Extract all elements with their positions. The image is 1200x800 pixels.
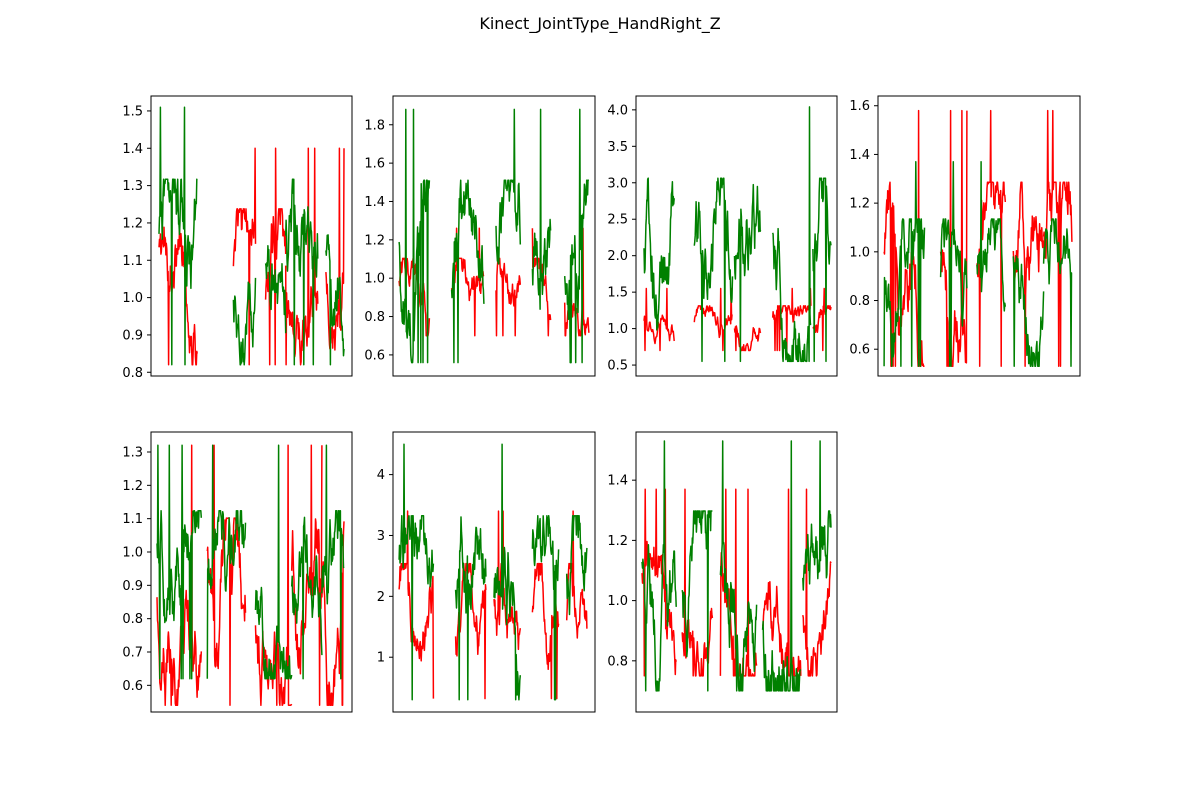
axes-frame bbox=[635, 431, 838, 713]
y-tick-label: 1.4 bbox=[122, 142, 143, 157]
series-red-line bbox=[156, 444, 345, 707]
y-tick-label: 1.2 bbox=[122, 216, 143, 231]
y-tick-label: 0.9 bbox=[122, 328, 143, 343]
y-tick-label: 1.8 bbox=[364, 118, 385, 133]
series-red-line bbox=[158, 147, 345, 366]
series-green-line bbox=[398, 108, 590, 364]
y-tick-label: 0.7 bbox=[122, 646, 143, 661]
y-tick-label: 1.4 bbox=[364, 195, 385, 210]
series-red-line bbox=[398, 510, 588, 700]
series-green-line bbox=[883, 160, 1073, 368]
y-tick-label: 4 bbox=[377, 468, 385, 483]
subplot-6: 1 2 3 4 bbox=[377, 431, 596, 713]
y-tick-label: 2.5 bbox=[607, 213, 628, 228]
axes-frame bbox=[877, 95, 1081, 377]
axes-frame bbox=[150, 431, 353, 713]
axes-frame bbox=[635, 95, 838, 377]
y-tick-label: 1.2 bbox=[849, 197, 870, 212]
figure-title: Kinect_JointType_HandRight_Z bbox=[479, 14, 721, 33]
y-tick-label: 1.3 bbox=[122, 179, 143, 194]
y-tick-label: 4.0 bbox=[607, 103, 628, 118]
axes-frame bbox=[392, 95, 596, 377]
y-tick-label: 0.6 bbox=[849, 343, 870, 358]
y-tick-label: 3.5 bbox=[607, 140, 628, 155]
y-tick-label: 1.0 bbox=[607, 594, 628, 609]
subplot-3: 0.5 1.0 1.5 2.0 2.5 3.0 3.5 4.0 bbox=[607, 95, 838, 377]
y-tick-label: 0.8 bbox=[122, 366, 143, 381]
y-tick-label: 0.8 bbox=[849, 294, 870, 309]
subplot-5: 0.6 0.7 0.8 0.9 1.0 1.1 1.2 1.3 bbox=[122, 431, 353, 713]
y-tick-label: 1.6 bbox=[364, 157, 385, 172]
y-tick-label: 0.6 bbox=[122, 679, 143, 694]
subplot-1: 0.8 0.9 1.0 1.1 1.2 1.3 1.4 1.5 bbox=[122, 95, 353, 381]
y-tick-label: 1.0 bbox=[364, 272, 385, 287]
y-tick-label: 1.2 bbox=[122, 479, 143, 494]
series-green-line bbox=[643, 106, 832, 363]
y-tick-label: 0.5 bbox=[607, 359, 628, 374]
y-tick-label: 1.2 bbox=[364, 233, 385, 248]
y-tick-label: 0.8 bbox=[607, 654, 628, 669]
y-tick-label: 1.3 bbox=[122, 446, 143, 461]
y-tick-label: 1.1 bbox=[122, 254, 143, 269]
y-tick-label: 1.0 bbox=[122, 291, 143, 306]
y-tick-label: 1.0 bbox=[122, 546, 143, 561]
y-tick-label: 1 bbox=[377, 651, 385, 666]
y-tick-label: 1.4 bbox=[607, 474, 628, 489]
y-tick-label: 3.0 bbox=[607, 176, 628, 191]
subplot-7: 0.8 1.0 1.2 1.4 bbox=[607, 431, 838, 713]
y-tick-label: 2 bbox=[377, 590, 385, 605]
axes-frame bbox=[150, 95, 353, 377]
subplot-4: 0.6 0.8 1.0 1.2 1.4 1.6 bbox=[849, 95, 1081, 377]
y-tick-label: 1.0 bbox=[849, 245, 870, 260]
axes-frame bbox=[392, 431, 596, 713]
series-green-line bbox=[156, 444, 345, 680]
series-red-line bbox=[643, 287, 832, 352]
series-green-line bbox=[398, 443, 588, 701]
series-red-line bbox=[883, 109, 1073, 368]
y-tick-label: 1.6 bbox=[849, 99, 870, 114]
subplot-2: 0.6 0.8 1.0 1.2 1.4 1.6 1.8 bbox=[364, 95, 596, 377]
y-tick-label: 3 bbox=[377, 529, 385, 544]
y-tick-label: 1.1 bbox=[122, 512, 143, 527]
y-tick-label: 1.0 bbox=[607, 322, 628, 337]
y-tick-label: 0.8 bbox=[364, 310, 385, 325]
y-tick-label: 1.5 bbox=[122, 104, 143, 119]
series-green-line bbox=[641, 440, 832, 692]
y-tick-label: 1.4 bbox=[849, 148, 870, 163]
y-tick-label: 0.6 bbox=[364, 348, 385, 363]
y-tick-label: 2.0 bbox=[607, 249, 628, 264]
y-tick-label: 0.9 bbox=[122, 579, 143, 594]
y-tick-label: 0.8 bbox=[122, 612, 143, 627]
y-tick-label: 1.2 bbox=[607, 534, 628, 549]
y-tick-label: 1.5 bbox=[607, 286, 628, 301]
series-green-line bbox=[158, 106, 345, 366]
